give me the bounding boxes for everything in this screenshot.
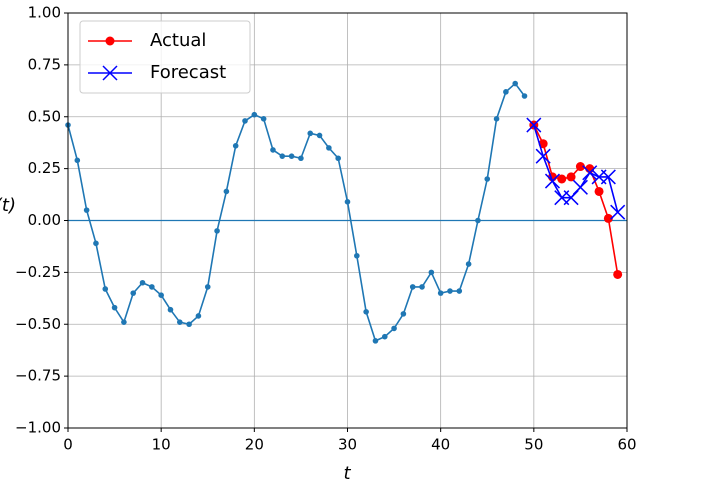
marker [251,111,258,118]
y-tick-label: −1.00 [15,419,61,437]
marker [381,333,388,340]
marker [93,240,99,247]
marker [363,309,369,315]
marker [447,288,453,294]
marker [572,179,588,195]
marker [582,165,598,181]
legend: Actual Forecast [79,20,251,94]
marker [400,311,407,317]
marker [594,186,604,196]
marker [493,116,500,122]
marker [307,130,314,137]
marker [391,325,397,332]
x-tick-label: 30 [338,436,357,454]
marker [610,204,626,220]
marker [372,338,379,344]
marker [279,153,286,159]
marker [613,269,623,279]
marker [503,89,509,95]
y-tick-label: 0.25 [28,159,61,177]
marker [566,172,576,182]
marker [316,132,323,139]
marker [575,162,585,172]
y-tick-label: −0.75 [15,367,61,385]
marker [223,188,230,195]
legend-label: Actual [150,30,206,51]
marker [149,284,155,290]
y-tick-label: 0.50 [28,107,61,125]
x-tick-label: 50 [524,436,543,454]
marker [158,292,164,299]
y-tick-label: 0.75 [28,55,61,73]
marker [298,155,304,162]
legend-marker [105,36,115,46]
marker [603,213,613,223]
marker [335,155,341,162]
marker [465,261,472,267]
marker [437,290,444,296]
x-tick-label: 40 [431,436,450,454]
marker [456,288,463,294]
marker [130,290,137,296]
marker [535,148,551,164]
marker [288,153,295,159]
marker [121,319,127,325]
y-axis-label: x(t) [0,195,16,216]
x-tick-label: 20 [245,436,264,454]
y-tick-label: 0.00 [28,211,61,229]
marker [232,143,239,149]
legend-marker [102,65,118,81]
marker [409,284,416,290]
marker [167,306,174,313]
legend-box [79,20,251,94]
plot-frame [67,12,628,429]
marker [344,199,351,205]
x-tick-label: 10 [152,436,171,454]
legend-label: Forecast [150,62,226,83]
x-axis-label: t [343,463,351,483]
marker [204,284,211,290]
marker [521,93,528,99]
series-line [67,82,526,342]
marker [242,118,248,124]
series-line [533,124,619,275]
marker [186,321,192,328]
y-tick-label: 1.00 [28,4,61,22]
marker [600,169,616,185]
marker [139,279,146,286]
marker [214,228,220,234]
marker [526,117,542,133]
marker [111,304,118,311]
marker [177,319,183,325]
marker [83,207,90,213]
x-tick-label: 60 [617,436,636,454]
marker [74,157,81,164]
marker [102,286,109,292]
marker [484,176,491,182]
marker [512,80,518,87]
marker [326,145,332,151]
marker [195,313,202,319]
marker [270,147,276,153]
marker [428,269,435,276]
x-tick-label: 0 [63,436,73,454]
y-tick-label: −0.50 [15,315,61,333]
marker [544,173,560,189]
marker [354,252,360,259]
marker [419,284,425,290]
marker [557,174,567,184]
marker [475,217,481,224]
marker [260,116,267,122]
y-tick-label: −0.25 [15,263,61,281]
